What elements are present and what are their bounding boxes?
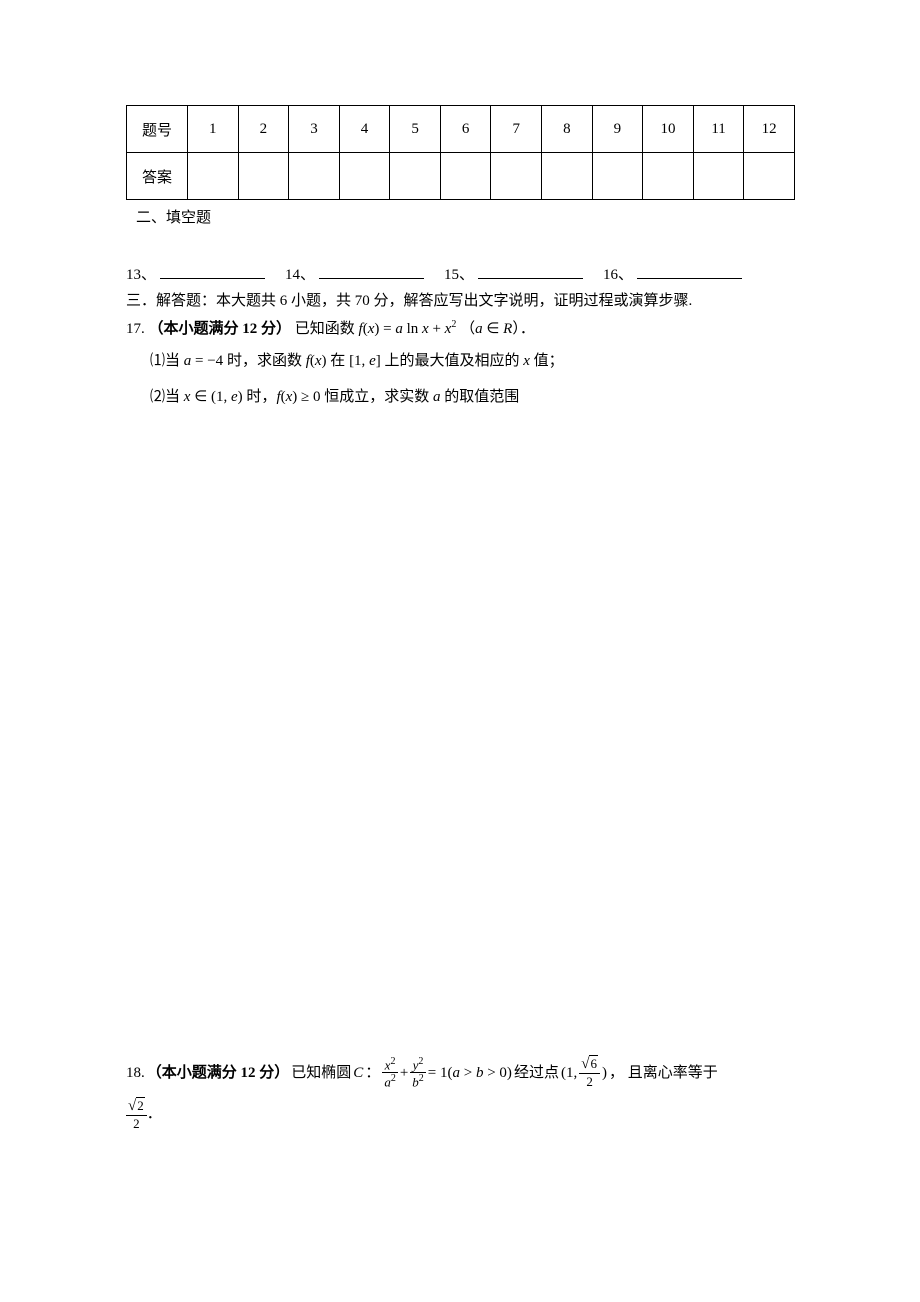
p17-part2-ineq: f xyxy=(276,389,280,405)
p18-suffix: ． xyxy=(147,1100,162,1129)
p18-mid2: ， 且离心率等于 xyxy=(609,1059,718,1088)
p17-points: （本小题满分 12 分） xyxy=(149,321,292,337)
problem-18: 18. （本小题满分 12 分） 已知椭圆 C ： x2 a2 + y2 b2 … xyxy=(126,1057,795,1130)
row1-label: 题号 xyxy=(127,106,188,153)
row2-label: 答案 xyxy=(127,153,188,200)
p18-frac-y: y2 b2 xyxy=(410,1057,426,1089)
p17-part2-a: a xyxy=(433,389,441,405)
blank-line xyxy=(160,264,265,279)
p17-stem-prefix: 已知函数 xyxy=(295,321,359,337)
col-header: 4 xyxy=(339,106,390,153)
col-header: 1 xyxy=(188,106,239,153)
answer-cell xyxy=(491,153,542,200)
col-header: 5 xyxy=(390,106,441,153)
p17-part1-suffix: 值； xyxy=(530,353,564,369)
answer-cell xyxy=(744,153,795,200)
blank-line xyxy=(478,264,583,279)
p17-part2-prefix: ⑵当 xyxy=(150,389,184,405)
blank-line xyxy=(319,264,424,279)
p17-fn: f xyxy=(359,321,363,337)
p18-point: (1, xyxy=(561,1059,577,1088)
p18-stem-prefix: 已知椭圆 xyxy=(291,1059,351,1088)
fillblank-num: 16、 xyxy=(603,263,633,284)
p18-label: 18. xyxy=(126,1059,145,1088)
p17-part1: ⑴当 a = −4 时，求函数 f(x) 在 [1, e] 上的最大值及相应的 … xyxy=(150,343,795,379)
fillblank-item: 13、 xyxy=(126,263,265,284)
p18-mid1: 经过点 xyxy=(514,1059,559,1088)
page: 题号 1 2 3 4 5 6 7 8 9 10 11 12 答案 xyxy=(0,0,920,1302)
answer-cell xyxy=(339,153,390,200)
col-header: 9 xyxy=(592,106,643,153)
col-header: 12 xyxy=(744,106,795,153)
problem-17: 17. （本小题满分 12 分） 已知函数 f(x) = a ln x + x2… xyxy=(126,315,795,344)
section2-heading: 二、填空题 xyxy=(136,206,795,227)
whitespace-gap xyxy=(126,415,795,1055)
col-header: 7 xyxy=(491,106,542,153)
p18-line2: √2 2 ． xyxy=(126,1099,795,1130)
blank-line xyxy=(637,264,742,279)
col-header: 3 xyxy=(289,106,340,153)
p18-frac-ecc: √2 2 xyxy=(126,1099,147,1130)
p17-part1-mid1: 时，求函数 xyxy=(223,353,306,369)
fillblank-item: 14、 xyxy=(285,263,424,284)
p17-part2-suffix: 的取值范围 xyxy=(441,389,520,405)
answer-table: 题号 1 2 3 4 5 6 7 8 9 10 11 12 答案 xyxy=(126,105,795,200)
p17-label: 17. xyxy=(126,321,145,337)
p17-part2-mid2: 恒成立，求实数 xyxy=(321,389,434,405)
p18-colon: ： xyxy=(365,1059,380,1088)
col-header: 6 xyxy=(440,106,491,153)
p18-frac-x: x2 a2 xyxy=(382,1057,398,1089)
answer-cell xyxy=(440,153,491,200)
answer-cell xyxy=(289,153,340,200)
p17-part1-a: a xyxy=(184,353,192,369)
fillblank-num: 15、 xyxy=(444,263,474,284)
table-row: 题号 1 2 3 4 5 6 7 8 9 10 11 12 xyxy=(127,106,795,153)
answer-cell xyxy=(643,153,694,200)
p17-part2: ⑵当 x ∈ (1, e) 时，f(x) ≥ 0 恒成立，求实数 a 的取值范围 xyxy=(150,379,795,415)
fillblank-num: 13、 xyxy=(126,263,156,284)
p17-part1-mid2: 在 xyxy=(327,353,350,369)
col-header: 2 xyxy=(238,106,289,153)
col-header: 10 xyxy=(643,106,694,153)
answer-cell xyxy=(188,153,239,200)
p17-part1-mid3: 上的最大值及相应的 xyxy=(381,353,524,369)
col-header: 8 xyxy=(542,106,593,153)
section3-heading: 三．解答题：本大题共 6 小题，共 70 分，解答应写出文字说明，证明过程或演算… xyxy=(126,290,795,313)
p18-C: C xyxy=(353,1059,363,1088)
p18-points: （本小题满分 12 分） xyxy=(147,1059,290,1088)
table-row: 答案 xyxy=(127,153,795,200)
fillblank-item: 15、 xyxy=(444,263,583,284)
p17-cond: （a ∈ R）． xyxy=(460,321,535,337)
answer-cell xyxy=(592,153,643,200)
fillblank-item: 16、 xyxy=(603,263,742,284)
p18-frac-pt: √6 2 xyxy=(579,1057,600,1088)
p17-part1-fx: f xyxy=(306,353,310,369)
p17-part1-prefix: ⑴当 xyxy=(150,353,184,369)
answer-cell xyxy=(238,153,289,200)
p17-part1-xvar: x xyxy=(523,353,530,369)
p17-part2-x: x xyxy=(184,389,191,405)
col-header: 11 xyxy=(693,106,744,153)
fillblank-row: 13、 14、 15、 16、 xyxy=(126,263,795,284)
p17-part2-mid1: 时， xyxy=(243,389,277,405)
answer-cell xyxy=(390,153,441,200)
fillblank-num: 14、 xyxy=(285,263,315,284)
answer-cell xyxy=(542,153,593,200)
answer-cell xyxy=(693,153,744,200)
p18-line1: 18. （本小题满分 12 分） 已知椭圆 C ： x2 a2 + y2 b2 … xyxy=(126,1057,795,1089)
